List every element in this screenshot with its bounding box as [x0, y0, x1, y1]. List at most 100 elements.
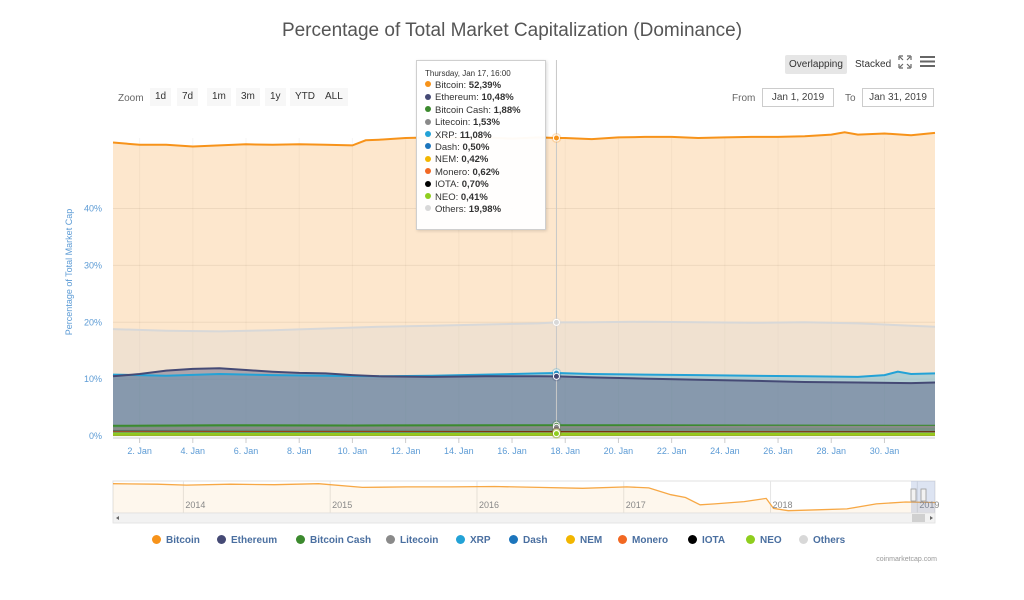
tooltip-row: NEO: 0,41%	[417, 192, 545, 204]
legend-dot-icon	[509, 534, 518, 544]
tooltip-series-dot-icon	[425, 131, 431, 138]
y-axis-title: Percentage of Total Market Cap	[64, 209, 74, 335]
x-tick-label: 6. Jan	[234, 446, 259, 456]
legend-item[interactable]: Bitcoin	[152, 534, 200, 546]
legend-item[interactable]: NEM	[566, 534, 602, 546]
legend-item[interactable]: IOTA	[688, 534, 725, 546]
x-tick-label: 4. Jan	[181, 446, 206, 456]
navigator-tick-label: 2014	[185, 500, 205, 510]
zoom-7d-button[interactable]: 7d	[177, 88, 199, 106]
tooltip-series-name: NEM	[435, 154, 457, 166]
legend-label: Monero	[632, 535, 669, 546]
stacked-button[interactable]: Stacked	[855, 59, 892, 70]
x-tick-label: 14. Jan	[444, 446, 474, 456]
tooltip-row: Monero: 0,62%	[417, 167, 545, 179]
navigator-scrollbar[interactable]	[112, 512, 936, 524]
credit-link[interactable]: coinmarketcap.com	[876, 556, 937, 563]
tooltip-series-dot-icon	[425, 205, 431, 212]
tooltip-series-name: Bitcoin	[435, 80, 464, 91]
hamburger-menu-icon[interactable]	[920, 55, 935, 68]
tooltip-series-dot-icon	[425, 180, 431, 187]
tooltip-series-value: 1,88%	[493, 104, 521, 116]
tooltip-series-value: 0,62%	[472, 166, 500, 178]
series-line-litecoin[interactable]	[112, 425, 935, 430]
tooltip-series-name: NEO	[435, 191, 456, 203]
series-line-ethereum[interactable]	[112, 367, 936, 385]
tooltip-series-name: Others	[435, 203, 464, 215]
tooltip-row: Others: 19,98%	[417, 204, 545, 216]
tooltip-series-dot-icon	[425, 155, 431, 162]
zoom-3m-button[interactable]: 3m	[236, 88, 260, 106]
x-tick-label: 16. Jan	[497, 446, 527, 456]
dominance-chart[interactable]: 2. Jan 4. Jan 6. Jan 8. Jan 10. Jan 12. Jan 14…	[0, 0, 1024, 530]
tooltip-series-dot-icon	[425, 106, 431, 113]
tooltip-series-value: 52,39%	[468, 80, 502, 91]
x-tick-label: 12. Jan	[391, 446, 421, 456]
x-tick-label: 20. Jan	[604, 446, 634, 456]
zoom-ytd-button[interactable]: YTD	[290, 88, 320, 106]
tooltip-series-name: IOTA	[435, 179, 457, 191]
legend-item[interactable]: Bitcoin Cash	[296, 534, 371, 546]
tooltip-row: Ethereum: 10,48%	[417, 92, 545, 104]
tooltip-series-value: 1,53%	[473, 117, 500, 129]
legend-item[interactable]: Monero	[618, 534, 669, 546]
navigator[interactable]: 2014 2015 2016 2017 2018 2019	[112, 480, 939, 524]
x-tick-label: 2. Jan	[127, 446, 152, 456]
legend: Bitcoin Ethereum Bitcoin Cash Litecoin XRP Da…	[0, 534, 1024, 549]
x-tick-label: 8. Jan	[287, 446, 312, 456]
legend-label: Dash	[523, 535, 548, 546]
series-area-xrp	[113, 371, 935, 436]
legend-item[interactable]: Dash	[509, 534, 548, 546]
zoom-1y-button[interactable]: 1y	[265, 88, 286, 106]
hover-marker	[552, 134, 560, 142]
navigator-tick-label: 2016	[479, 500, 499, 510]
navigator-left-handle[interactable]	[910, 488, 917, 502]
y-tick-label: 30%	[84, 260, 102, 270]
x-tick-label: 26. Jan	[763, 446, 793, 456]
tooltip-series-dot-icon	[425, 168, 431, 175]
legend-label: XRP	[470, 535, 491, 546]
legend-dot-icon	[618, 534, 627, 544]
tooltip-series-name: Dash	[435, 141, 458, 153]
x-tick-label: 30. Jan	[870, 446, 900, 456]
legend-dot-icon	[217, 534, 226, 544]
navigator-scrollbar-thumb[interactable]	[912, 514, 925, 522]
legend-label: Litecoin	[400, 535, 439, 546]
overlapping-button[interactable]: Overlapping	[785, 55, 847, 74]
navigator-right-handle[interactable]	[920, 488, 927, 502]
tooltip-series-value: 0,42%	[461, 154, 489, 166]
tooltip-row: Bitcoin Cash: 1,88%	[417, 105, 545, 117]
zoom-label: Zoom	[118, 93, 144, 104]
legend-item[interactable]: Litecoin	[386, 534, 439, 546]
zoom-1d-button[interactable]: 1d	[150, 88, 172, 106]
legend-item[interactable]: Others	[799, 534, 845, 546]
series-area-ethereum	[113, 368, 935, 436]
tooltip-series-value: 19,98%	[468, 203, 502, 215]
series-line-bitcoin-cash[interactable]	[112, 424, 936, 427]
tooltip-series-value: 0,41%	[460, 191, 488, 203]
tooltip-series-value: 0,70%	[461, 179, 489, 191]
tooltip-series-dot-icon	[425, 193, 431, 199]
legend-item[interactable]: NEO	[746, 534, 782, 546]
tooltip-series-value: 11,08%	[459, 129, 492, 141]
y-tick-label: 20%	[84, 317, 102, 327]
zoom-1m-button[interactable]: 1m	[207, 88, 231, 106]
scroll-right-arrow-icon[interactable]	[930, 516, 933, 520]
legend-label: Ethereum	[231, 535, 278, 546]
to-date-input[interactable]: Jan 31, 2019	[862, 88, 934, 107]
expand-icon[interactable]	[898, 55, 912, 69]
from-date-input[interactable]: Jan 1, 2019	[762, 88, 834, 107]
tooltip-series-value: 0,50%	[462, 141, 490, 153]
legend-item[interactable]: Ethereum	[217, 534, 278, 546]
tooltip-series-name: Bitcoin Cash	[435, 104, 489, 116]
scroll-left-arrow-icon[interactable]	[116, 516, 119, 520]
series-line-others[interactable]	[112, 320, 936, 333]
legend-dot-icon	[296, 534, 305, 544]
navigator-tick-label: 2017	[626, 500, 646, 510]
legend-item[interactable]: XRP	[456, 534, 491, 546]
hover-marker	[552, 318, 560, 326]
navigator-frame	[112, 480, 936, 514]
series-line-xrp[interactable]	[112, 370, 936, 378]
zoom-all-button[interactable]: ALL	[320, 88, 348, 106]
